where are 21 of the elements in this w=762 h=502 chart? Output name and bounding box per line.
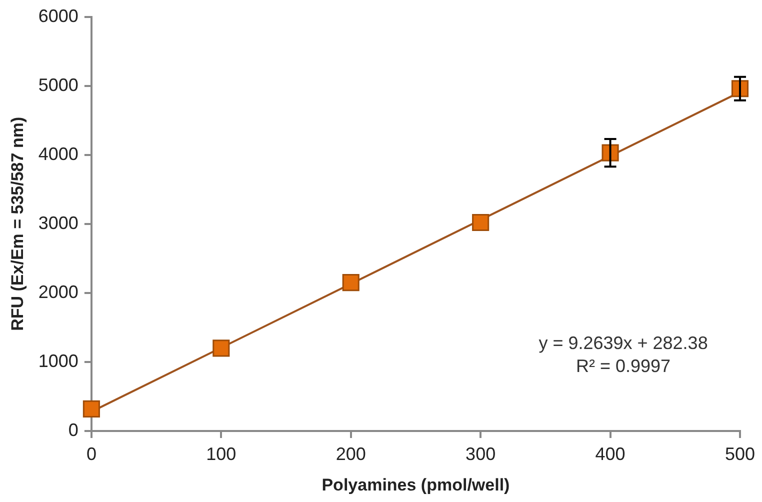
y-tick-label: 4000 — [38, 144, 78, 164]
y-axis-title: RFU (Ex/Em = 535/587 nm) — [8, 116, 27, 331]
point — [472, 214, 490, 232]
point — [212, 340, 230, 357]
x-axis-title: Polyamines (pmol/well) — [322, 475, 510, 494]
x-tick-label: 0 — [86, 444, 96, 464]
y-tick-label: 1000 — [38, 350, 78, 371]
x-tick-label: 500 — [724, 444, 756, 464]
y-tick-label: 3000 — [38, 212, 78, 233]
x-tick-label: 200 — [336, 444, 366, 464]
y-tick-label: 0 — [68, 420, 78, 440]
annotation: R² = 0.9997 — [576, 356, 671, 376]
y-tick-label: 2000 — [38, 282, 78, 302]
x-tick-label: 300 — [466, 444, 496, 464]
x-tick-label: 100 — [206, 444, 236, 464]
y-tick-label: 6000 — [38, 6, 78, 26]
annotation: y = 9.2639x + 282.38 — [538, 332, 708, 353]
point — [342, 274, 360, 292]
y-tick-label: 5000 — [38, 74, 78, 95]
point — [82, 400, 100, 418]
x-tick-label: 400 — [595, 444, 626, 464]
